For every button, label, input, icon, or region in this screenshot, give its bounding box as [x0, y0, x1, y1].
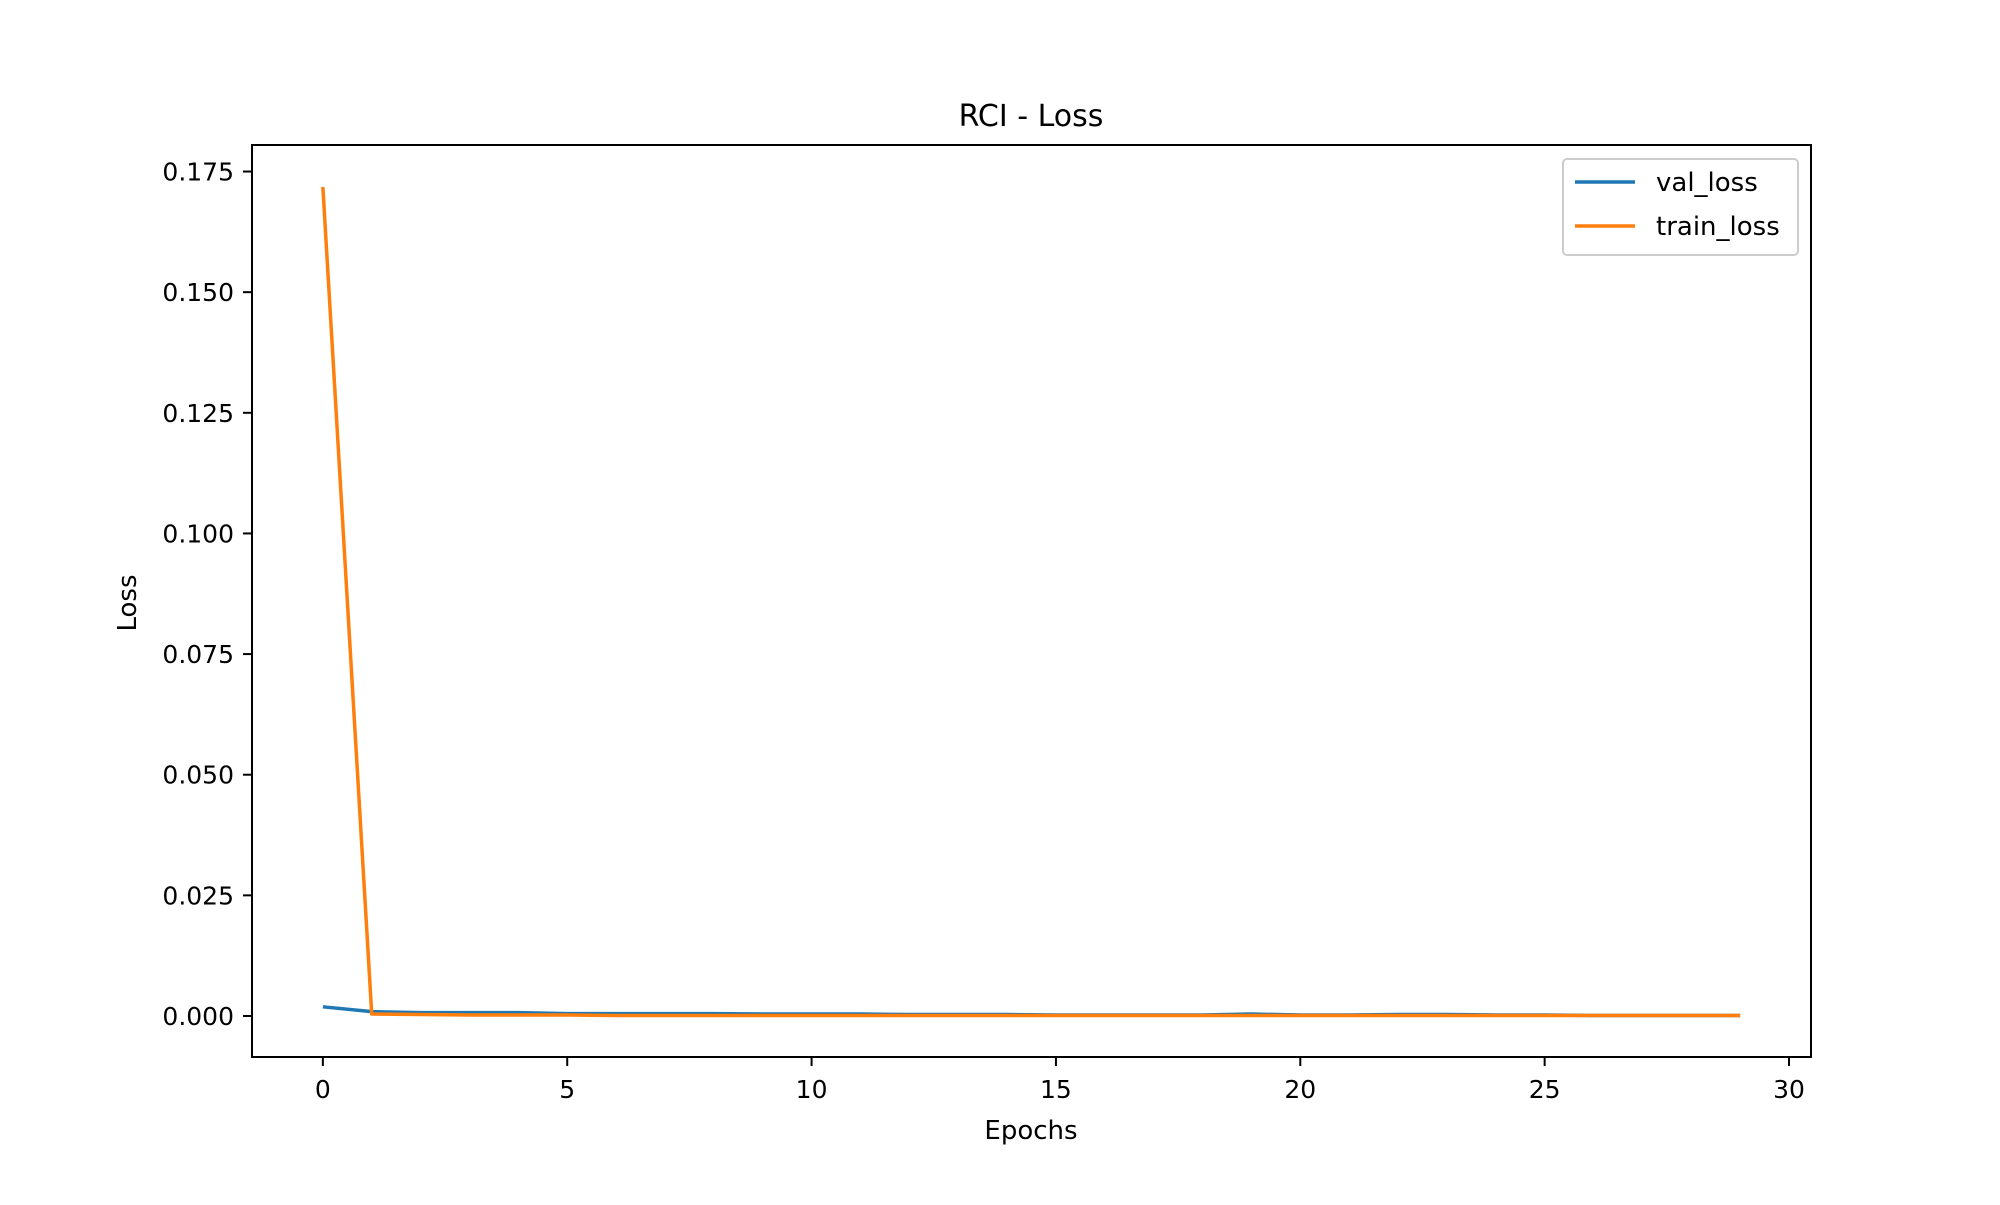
series-lines — [321, 186, 1741, 1018]
x-tick-label: 10 — [796, 1075, 828, 1104]
legend-label: train_loss — [1656, 212, 1780, 242]
y-tick-label: 0.150 — [162, 278, 234, 307]
y-axis-label: Loss — [113, 574, 143, 631]
y-tick-label: 0.125 — [162, 399, 234, 428]
y-tick-label: 0.175 — [162, 158, 234, 187]
legend-label: val_loss — [1656, 168, 1758, 198]
y-tick-label: 0.100 — [162, 519, 234, 548]
y-tick-label: 0.075 — [162, 640, 234, 669]
legend: val_loss train_loss — [1562, 158, 1799, 256]
x-tick-label: 30 — [1773, 1075, 1805, 1104]
x-axis-label: Epochs — [984, 1116, 1077, 1146]
x-tick-label: 25 — [1529, 1075, 1561, 1104]
chart-title: RCI - Loss — [959, 99, 1104, 134]
y-tick-label: 0.050 — [162, 761, 234, 790]
x-tick-label: 0 — [315, 1075, 331, 1104]
plot-frame — [251, 144, 1812, 1058]
axis-ticks: 0 5 10 15 20 25 30 0.000 0.025 0.050 0.075 0.100 0.1… — [162, 158, 1804, 1104]
x-tick-label: 5 — [559, 1075, 575, 1104]
x-tick-label: 15 — [1040, 1075, 1072, 1104]
y-tick-label: 0.025 — [162, 881, 234, 910]
y-tick-label: 0.000 — [162, 1002, 234, 1031]
series-line-train_loss — [321, 186, 1741, 1018]
x-tick-label: 20 — [1284, 1075, 1316, 1104]
